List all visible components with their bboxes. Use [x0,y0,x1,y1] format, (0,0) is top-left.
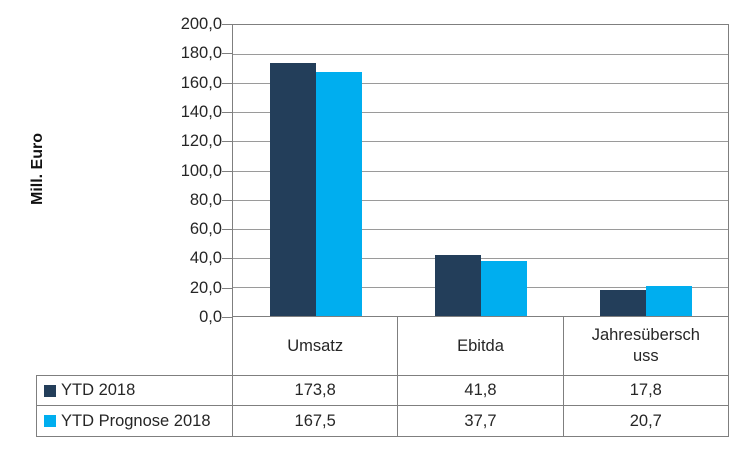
y-axis-tick-label: 200,0 [180,15,222,33]
value-cell-ytd-2018-umsatz: 173,8 [233,376,399,405]
y-axis-tick-label: 0,0 [199,308,222,326]
table-row: YTD 2018 173,8 41,8 17,8 [37,376,728,406]
y-axis-tick-mark [222,53,232,55]
value-cell-ytd-prognose-2018-umsatz: 167,5 [233,406,399,436]
y-axis-tick-mark [222,82,232,84]
bar-ytd-2018-jahres-bersch-uss [599,290,646,316]
bar-ytd-2018-umsatz [269,63,316,316]
y-axis-tick-label: 160,0 [180,73,222,92]
value-cell-ytd-prognose-2018-jahres-bersch-uss: 20,7 [629,411,662,430]
y-axis-tick-label: 180,0 [180,44,222,63]
y-axis-tick-mark [222,287,232,289]
bar-ytd-prognose-2018-ebitda [480,261,527,316]
legend-cell: YTD 2018 [37,376,233,405]
y-axis-tick-label: 120,0 [180,132,222,151]
plot-area [232,24,729,317]
category-row: Umsatz Ebitda Jahresübersch uss [232,317,729,375]
y-axis-tick-mark [222,24,232,25]
bar-ytd-2018-ebitda [434,255,481,316]
legend-cell: YTD Prognose 2018 [37,406,233,436]
y-axis-tick-label: 40,0 [189,249,222,268]
y-axis-tick-mark [222,111,232,113]
gridline [233,170,728,172]
value-cell-ytd-prognose-2018-ebitda: 37,7 [398,406,564,436]
value-cell-ytd-2018-jahres-bersch-uss: 17,8 [629,381,662,399]
data-table: YTD 2018 173,8 41,8 17,8 YTD Prognose 2018 16… [36,375,729,437]
legend-label: YTD Prognose 2018 [61,411,211,430]
y-axis-tick-mark [222,258,232,260]
gridline [233,83,728,85]
category-cell-ebitda: Ebitda [398,317,564,375]
y-axis-tick-mark [222,141,232,143]
bar-ytd-prognose-2018-umsatz [315,72,362,316]
y-axis-tick-mark [222,170,232,172]
y-axis-title: Mill. Euro [29,133,46,205]
y-axis-tick-label: 80,0 [189,190,222,209]
category-cell-umsatz: Umsatz [233,317,399,375]
gridline [233,228,728,230]
gridline [233,141,728,143]
legend-key-swatch-icon [44,415,56,427]
value-cell-ytd-2018-ebitda: 41,8 [398,376,564,405]
legend-key-swatch-icon [44,384,56,397]
y-axis-tick-mark [222,317,232,318]
gridline [233,257,728,259]
category-cell-jahres-bersch-uss: Jahresübersch uss [591,326,700,365]
y-axis-tick-mark [222,229,232,231]
bar-ytd-prognose-2018-jahres-bersch-uss [645,285,692,316]
y-axis-tick-mark [222,199,232,201]
y-axis-tick-label: 100,0 [180,161,222,180]
table-row: YTD Prognose 2018 167,5 37,7 20,7 [37,406,728,436]
y-axis-tick-label: 20,0 [189,278,222,297]
gridline [233,199,728,201]
gridline [233,54,728,56]
gridline [233,112,728,114]
y-axis-tick-label: 60,0 [189,220,222,239]
legend-label: YTD 2018 [61,381,136,399]
y-axis-tick-label: 140,0 [180,102,222,121]
